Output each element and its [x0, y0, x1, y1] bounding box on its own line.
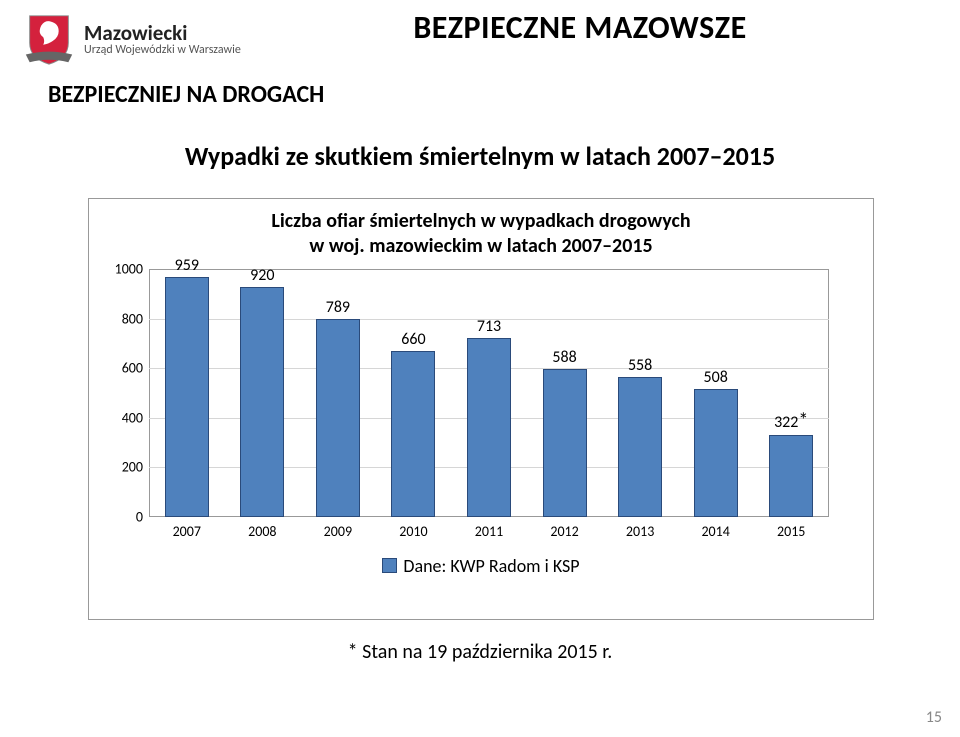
- bar-group: 713: [468, 317, 510, 517]
- bar: [240, 287, 284, 517]
- x-tick-label: 2007: [173, 523, 201, 540]
- bar-group: 959: [166, 256, 208, 517]
- bar-value-label: 588: [552, 348, 576, 367]
- bar-value-label: 660: [401, 330, 425, 349]
- x-tick-label: 2015: [777, 523, 805, 540]
- chart-title-line1: Liczba ofiar śmiertelnych w wypadkach dr…: [271, 209, 690, 233]
- x-tick-label: 2011: [475, 523, 503, 540]
- bar: [543, 369, 587, 517]
- bar-group: 660: [392, 330, 434, 517]
- y-tick-label: 1000: [91, 261, 143, 278]
- bar: [316, 319, 360, 517]
- bar-group: 588: [544, 348, 586, 517]
- slide-caption: Wypadki ze skutkiem śmiertelnym w latach…: [0, 140, 960, 172]
- chart-title-line2: w woj. mazowieckim w latach 2007–2015: [309, 234, 652, 258]
- bar-group: 789: [317, 298, 359, 517]
- bar-group: 558: [619, 356, 661, 517]
- bar: [467, 338, 511, 517]
- y-tick-label: 800: [91, 310, 143, 327]
- bar-value-label: 322*: [774, 409, 808, 433]
- x-tick-label: 2012: [550, 523, 578, 540]
- bar-value-label: 558: [628, 356, 652, 375]
- org-name-line1: Mazowiecki: [84, 22, 241, 44]
- chart-plot-area: 0200400600800100095920079202008789200966…: [149, 269, 829, 517]
- y-tick-label: 200: [91, 459, 143, 476]
- legend-label: Dane: KWP Radom i KSP: [403, 555, 579, 577]
- slide-title: BEZPIECZNE MAZOWSZE: [260, 8, 900, 47]
- org-logo: [20, 10, 78, 68]
- bar: [618, 377, 662, 517]
- y-tick-label: 400: [91, 409, 143, 426]
- bar-value-label: 508: [703, 368, 727, 387]
- bar-group: 920: [241, 266, 283, 517]
- footnote: * Stan na 19 października 2015 r.: [0, 640, 960, 664]
- bar: [769, 435, 813, 517]
- org-name-line2: Urząd Wojewódzki w Warszawie: [84, 44, 241, 57]
- x-tick-label: 2009: [324, 523, 352, 540]
- x-tick-label: 2010: [399, 523, 427, 540]
- legend-swatch: [382, 558, 397, 573]
- bar: [694, 389, 738, 517]
- x-tick-label: 2014: [701, 523, 729, 540]
- bar-value-label: 789: [326, 298, 350, 317]
- chart-container: Liczba ofiar śmiertelnych w wypadkach dr…: [88, 198, 874, 620]
- y-tick-label: 0: [91, 509, 143, 526]
- page-number: 15: [926, 708, 942, 727]
- x-tick-label: 2013: [626, 523, 654, 540]
- y-tick-label: 600: [91, 360, 143, 377]
- bar-group: 508: [695, 368, 737, 517]
- x-tick-label: 2008: [248, 523, 276, 540]
- org-text: Mazowiecki Urząd Wojewódzki w Warszawie: [84, 22, 241, 57]
- section-heading: BEZPIECZNIEJ NA DROGACH: [48, 80, 324, 109]
- bar: [165, 277, 209, 517]
- bar-value-label: 713: [477, 317, 501, 336]
- chart-title: Liczba ofiar śmiertelnych w wypadkach dr…: [89, 209, 873, 259]
- bar-value-label: 920: [250, 266, 274, 285]
- bar-value-label: 959: [175, 256, 199, 275]
- bar: [391, 351, 435, 517]
- bar-group: 322*: [770, 409, 812, 517]
- chart-legend: Dane: KWP Radom i KSP: [89, 555, 873, 577]
